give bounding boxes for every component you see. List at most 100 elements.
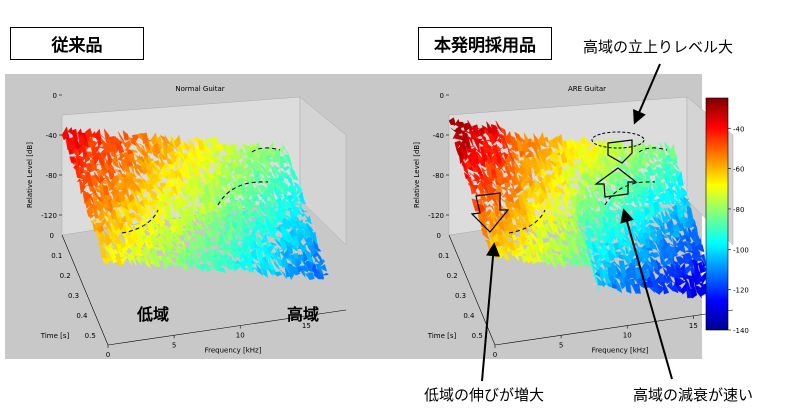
surface-patch [78,178,86,195]
surface-patch [212,214,221,228]
surface-patch [147,243,155,250]
high-decay-note: 高域の減衰が速い [633,386,754,404]
surface-patch [285,159,293,171]
surface-patch [628,153,636,162]
surface-patch [298,227,307,241]
surface-patch [190,198,198,210]
surface-patch [207,170,215,181]
surface-patch [513,166,521,185]
surface-patch [171,143,179,152]
surface-patch [204,260,212,273]
surface-patch [567,180,576,184]
time-tick-label: 0 [50,232,54,240]
low-band-arrow-shape [470,192,510,233]
surface-patch [488,162,496,170]
surface-patch [233,198,241,204]
frequency-tick-label: 0 [106,351,110,359]
surface-patch [270,165,278,181]
surface-patch [295,213,303,229]
surface-patch [571,255,579,265]
high-band-curve [604,181,656,206]
surface-patch [274,238,282,248]
surface-patch [219,155,228,159]
surface-patch [480,133,488,145]
surface-patch [552,185,561,193]
surface-patch [539,203,547,212]
surface-patch [564,221,572,230]
surface-patch [300,208,308,213]
surface-patch [112,174,120,185]
surface-patch [159,135,168,148]
surface-patch [619,246,627,259]
surface-patch [675,256,683,264]
colorbar-gradient [705,97,729,331]
surface-patch [272,246,279,256]
surface-patch [634,232,642,246]
surface-patch [533,133,541,149]
surface-patch [679,262,687,279]
surface-patch [585,227,593,236]
time-tick-label: 0.2 [447,272,458,280]
surface-patch [605,182,613,194]
surface-patch [147,215,155,219]
surface-patch [102,185,110,196]
surface-patch [208,187,216,199]
time-tick-label: 0.1 [51,252,62,260]
surface-patch [256,199,264,209]
surface-patch [211,137,219,152]
surface-patch [118,160,126,173]
surface-patch [156,186,164,195]
surface-patch [197,206,204,222]
surface-patch [258,231,266,242]
surface-patch [130,149,139,153]
time-tick-label: 0.5 [85,332,96,340]
surface-patch [151,150,159,160]
chart-title: Normal Guitar [175,85,224,93]
surface-patch [670,224,679,233]
surface-patch [234,209,242,224]
surface-patch [155,135,163,149]
surface-patch [85,192,93,201]
surface-patch [281,142,289,154]
surface-patch [168,179,176,188]
surface-patch [653,226,662,236]
frequency-tick-label: 5 [559,341,563,349]
surface-patch [509,187,517,198]
surface-patch [515,153,523,158]
surface-patch [551,235,559,247]
panel-1: ARE Guitar -120 -80 -40 0 Relative Level [dB]… [392,74,734,359]
surface-patch [250,149,259,162]
surface-patch [682,194,690,207]
surface-patch [128,211,136,219]
surface-patch [662,236,670,250]
surface-patch [472,124,480,136]
colorbar-tick-label: -100 [733,246,749,254]
surface-patch [141,132,149,145]
surface-patch [610,202,619,211]
surface-patch [674,168,682,180]
surface-patch [297,190,305,201]
surface-patch [515,236,523,247]
surface-patch [219,254,227,261]
time-tick-label: 0.4 [463,312,475,320]
high-decay-pointer [620,208,673,380]
surface-patch [140,176,148,187]
frequency-tick-label: 0 [493,351,497,359]
surface-patch [667,207,675,214]
surface-patch [574,188,582,197]
z-tick-label: -80 [433,172,444,180]
surface-patch [582,229,591,243]
side-wall [299,96,347,246]
surface-patch [159,145,167,156]
surface-patch [649,224,657,237]
surface-patch [232,238,240,247]
surface-patch [664,209,672,221]
surface-patch [618,197,626,206]
surface-patch [504,137,512,152]
surface-patch [596,200,604,212]
surface-patch [287,166,295,174]
surface-patch [609,261,617,265]
surface-patch [484,208,492,219]
surface-patch [292,181,301,194]
